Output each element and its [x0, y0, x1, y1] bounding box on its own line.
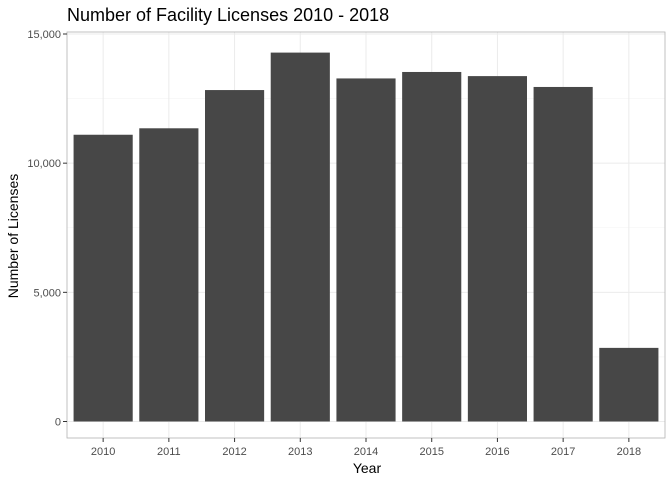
y-tick-label: 0	[55, 417, 61, 429]
bars	[73, 52, 659, 422]
x-tick-label: 2013	[288, 446, 312, 458]
x-axis: 2010 2011 2012 2013 2014 2015 2016 2017 2018	[91, 438, 641, 458]
x-tick-label: 2011	[157, 446, 181, 458]
bar-2013	[270, 52, 330, 422]
x-axis-title: Year	[353, 460, 382, 476]
bar-2017	[533, 86, 593, 422]
bar-2014	[336, 78, 396, 422]
x-tick-label: 2014	[354, 446, 378, 458]
bar-2018	[599, 347, 659, 422]
y-axis-title: Number of Licenses	[5, 174, 21, 299]
y-tick-label: 15,000	[27, 29, 61, 41]
x-tick-label: 2016	[485, 446, 509, 458]
y-tick-label: 10,000	[27, 158, 61, 170]
x-tick-label: 2018	[617, 446, 641, 458]
x-tick-label: 2012	[222, 446, 246, 458]
x-tick-label: 2010	[91, 446, 115, 458]
x-tick-label: 2017	[551, 446, 575, 458]
x-tick-label: 2015	[419, 446, 443, 458]
bar-2010	[73, 134, 133, 422]
bar-2015	[402, 71, 462, 422]
y-axis: 0 5,000 10,000 15,000	[27, 29, 67, 429]
chart-title: Number of Facility Licenses 2010 - 2018	[67, 5, 389, 25]
y-tick-label: 5,000	[33, 287, 61, 299]
bar-2016	[467, 76, 527, 422]
bar-2011	[139, 128, 199, 422]
bar-2012	[205, 90, 265, 422]
